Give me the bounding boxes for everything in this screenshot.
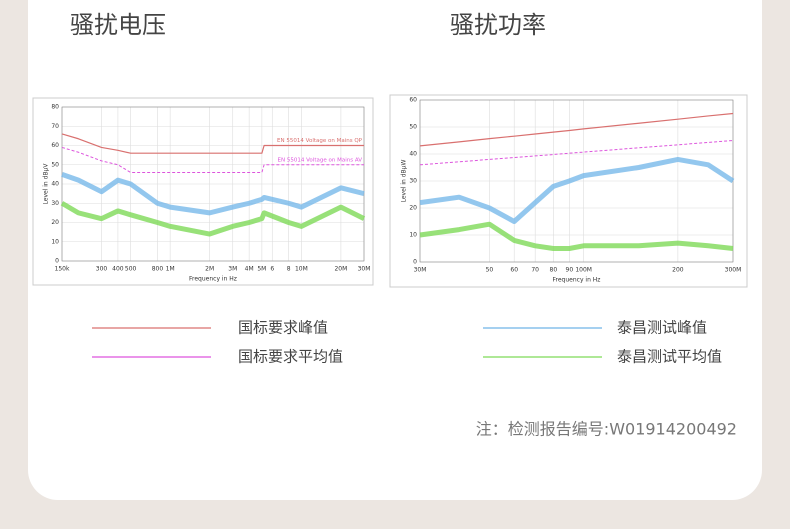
x-tick-label: 70 bbox=[531, 267, 539, 274]
series-line bbox=[419, 221, 734, 251]
chart-title: 骚扰功率 bbox=[450, 11, 546, 39]
x-tick-label: 10M bbox=[295, 266, 308, 273]
x-tick-label: 80 bbox=[550, 267, 558, 274]
series-line bbox=[61, 146, 364, 173]
series-line bbox=[419, 156, 735, 224]
y-tick-label: 30 bbox=[51, 200, 59, 207]
x-axis-label: Frequency in Hz bbox=[189, 276, 237, 283]
y-tick-label: 60 bbox=[51, 142, 59, 149]
x-tick-label: 30M bbox=[414, 267, 427, 274]
y-tick-label: 10 bbox=[51, 238, 59, 245]
x-tick-label: 300M bbox=[725, 267, 742, 274]
x-tick-label: 20M bbox=[334, 266, 347, 273]
annotation: EN 55014 Voltage on Mains QP bbox=[277, 138, 363, 144]
legend-label: 泰昌测试平均值 bbox=[617, 348, 722, 366]
x-tick-label: 4M bbox=[245, 266, 254, 273]
x-tick-label: 5M bbox=[257, 266, 266, 273]
x-tick-label: 3M bbox=[228, 266, 237, 273]
series-line bbox=[419, 140, 734, 166]
chart-frame bbox=[389, 94, 748, 288]
x-tick-label: 1M bbox=[166, 266, 175, 273]
series-line bbox=[60, 201, 366, 237]
x-tick-label: 50 bbox=[486, 267, 494, 274]
chart-title: 骚扰电压 bbox=[70, 11, 166, 39]
x-tick-label: 6 bbox=[270, 266, 274, 273]
annotation: EN 55014 Voltage on Mains AV bbox=[278, 157, 363, 163]
chart-frame bbox=[32, 97, 374, 286]
x-tick-label: 60 bbox=[510, 267, 518, 274]
y-tick-label: 50 bbox=[409, 124, 417, 131]
note: 注：检测报告编号:W01914200492 bbox=[476, 420, 737, 439]
x-tick-label: 150k bbox=[55, 266, 70, 273]
y-axis-label: Level in dBµV bbox=[43, 163, 50, 205]
x-tick-label: 300 bbox=[96, 266, 108, 273]
y-tick-label: 20 bbox=[409, 205, 417, 212]
x-tick-label: 8 bbox=[287, 266, 291, 273]
x-tick-label: 400 bbox=[112, 266, 124, 273]
legend-label: 国标要求峰值 bbox=[238, 319, 328, 337]
y-tick-label: 40 bbox=[409, 151, 417, 158]
y-tick-label: 60 bbox=[409, 97, 417, 104]
series-line bbox=[61, 133, 364, 154]
y-tick-label: 10 bbox=[409, 232, 417, 239]
legend-label: 国标要求平均值 bbox=[238, 348, 343, 366]
x-tick-label: 90 bbox=[566, 267, 574, 274]
x-tick-label: 30M bbox=[358, 266, 371, 273]
y-tick-label: 40 bbox=[51, 181, 59, 188]
x-tick-label: 500 bbox=[125, 266, 137, 273]
y-tick-label: 0 bbox=[413, 259, 417, 266]
x-tick-label: 800 bbox=[152, 266, 164, 273]
y-tick-label: 70 bbox=[51, 123, 59, 130]
series-line bbox=[61, 172, 365, 216]
plot-area bbox=[61, 106, 365, 262]
y-tick-label: 30 bbox=[409, 178, 417, 185]
x-tick-label: 200 bbox=[672, 267, 684, 274]
y-axis-label: Level in dBµW bbox=[401, 160, 408, 203]
y-tick-label: 80 bbox=[51, 104, 59, 111]
y-tick-label: 20 bbox=[51, 219, 59, 226]
y-tick-label: 0 bbox=[55, 258, 59, 265]
x-tick-label: 100M bbox=[575, 267, 592, 274]
legend-label: 泰昌测试峰值 bbox=[617, 319, 707, 337]
x-axis-label: Frequency in Hz bbox=[553, 277, 601, 284]
y-tick-label: 50 bbox=[51, 161, 59, 168]
series-line bbox=[419, 112, 734, 147]
x-tick-label: 2M bbox=[205, 266, 214, 273]
